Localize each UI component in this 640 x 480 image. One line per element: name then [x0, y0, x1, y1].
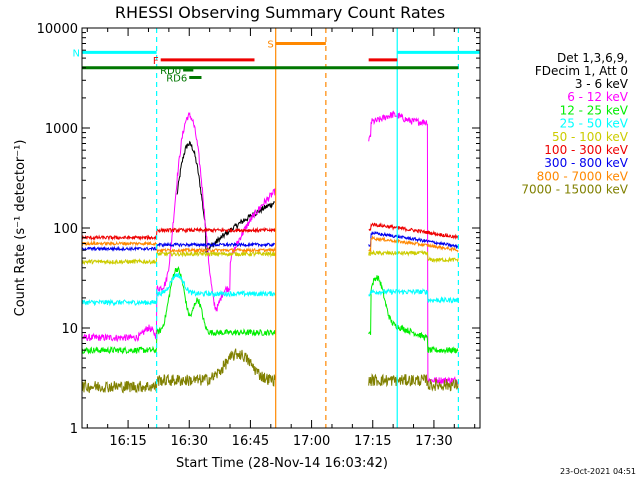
series-line-9	[81, 348, 459, 394]
generation-timestamp: 23-Oct-2021 04:51	[560, 467, 636, 476]
plot-series	[81, 110, 459, 394]
series-line-4	[81, 272, 459, 307]
y-axis-label: Count Rate (s⁻¹ detector⁻¹)	[13, 140, 28, 317]
legend-entry: 300 - 800 keV	[544, 156, 628, 170]
x-tick-label: 16:15	[109, 434, 146, 449]
x-axis: 16:15 16:30 16:45 17:00 17:15 17:30	[86, 28, 476, 449]
legend-entry: 25 - 50 keV	[560, 117, 629, 131]
flag-bar-label: F	[153, 56, 159, 67]
x-tick-label: 17:15	[354, 434, 391, 449]
x-axis-label: Start Time (28-Nov-14 16:03:42)	[176, 456, 388, 471]
series-line-2	[81, 110, 459, 385]
legend-entry: 6 - 12 keV	[567, 90, 629, 104]
flag-bar-label: S	[267, 39, 273, 50]
legend-entry: 100 - 300 keV	[544, 143, 628, 157]
y-axis: 1 10 100 1000 10000	[37, 22, 480, 437]
y-tick-label: 10000	[37, 22, 78, 37]
series-line-8	[81, 235, 459, 254]
x-tick-label: 17:00	[293, 434, 330, 449]
plot-frame	[81, 27, 481, 429]
chart-title: RHESSI Observing Summary Count Rates	[115, 3, 445, 22]
series-line-5	[82, 249, 459, 266]
plot-markers	[156, 28, 459, 428]
legend-entry: 800 - 7000 keV	[537, 169, 629, 183]
series-line-6	[81, 222, 459, 242]
series-line-7	[81, 230, 459, 252]
y-tick-label: 100	[53, 222, 78, 237]
y-tick-label: 10	[61, 322, 78, 337]
legend-header: FDecim 1, Att 0	[535, 64, 628, 78]
x-tick-label: 16:30	[171, 434, 208, 449]
legend-entry: 3 - 6 keV	[575, 77, 629, 91]
y-tick-label: 1	[70, 422, 78, 437]
legend-entry: 7000 - 15000 keV	[521, 183, 628, 197]
legend-entry: 50 - 100 keV	[552, 130, 629, 144]
y-tick-label: 1000	[45, 122, 78, 137]
legend-entry: 12 - 25 keV	[560, 103, 629, 117]
legend-header: Det 1,3,6,9,	[557, 51, 628, 65]
flag-bar-label: N	[73, 48, 80, 59]
series-line-1	[176, 140, 275, 254]
flag-bar-label: RD6	[166, 73, 187, 84]
x-tick-label: 16:45	[232, 434, 269, 449]
x-tick-label: 17:30	[415, 434, 452, 449]
flag-bar-label: RD0	[160, 66, 181, 77]
series-line-3	[81, 265, 459, 355]
